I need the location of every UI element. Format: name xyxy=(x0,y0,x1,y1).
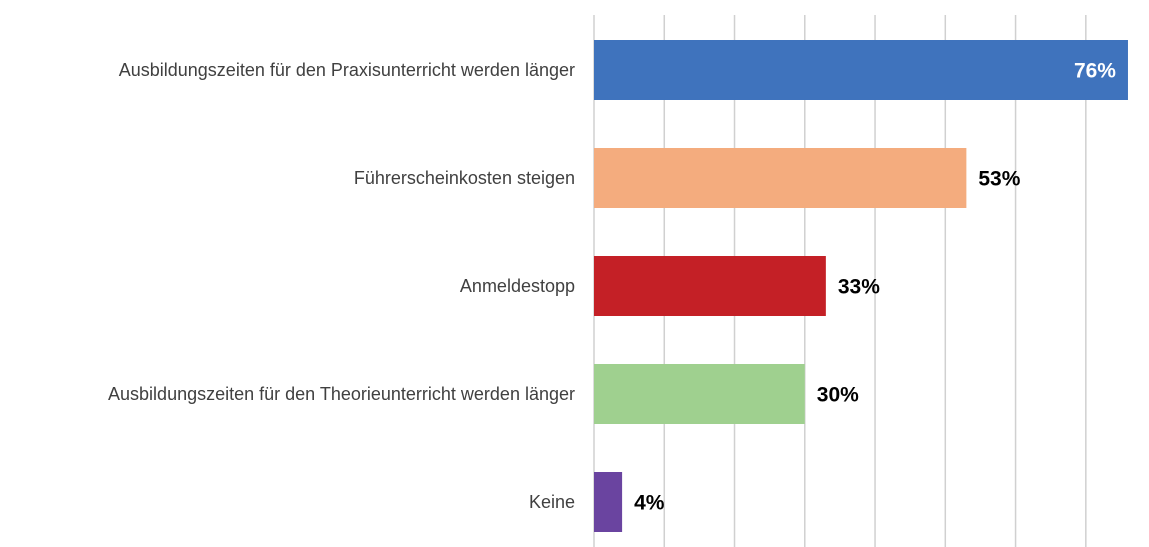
category-label: Ausbildungszeiten für den Theorieunterri… xyxy=(108,384,575,404)
category-label-box: Keine xyxy=(529,490,575,514)
category-label-box: Ausbildungszeiten für den Praxisunterric… xyxy=(119,58,575,82)
value-label: 4% xyxy=(634,492,665,515)
category-label: Ausbildungszeiten für den Praxisunterric… xyxy=(118,60,575,80)
category-label: Anmeldestopp xyxy=(459,276,575,296)
category-label-box: Ausbildungszeiten für den Theorieunterri… xyxy=(108,382,575,406)
category-label-box: Anmeldestopp xyxy=(460,274,575,298)
category-label-box: Führerscheinkosten steigen xyxy=(354,166,575,190)
bar xyxy=(594,256,826,316)
bar xyxy=(594,40,1128,100)
bar xyxy=(594,472,623,532)
bar xyxy=(594,364,805,424)
category-label: Führerscheinkosten steigen xyxy=(353,168,575,188)
value-label: 30% xyxy=(817,384,859,407)
value-label: 76% xyxy=(1074,60,1116,83)
category-label: Keine xyxy=(528,492,575,512)
value-label: 53% xyxy=(978,168,1020,191)
value-label: 33% xyxy=(838,276,880,299)
bar xyxy=(594,148,967,208)
